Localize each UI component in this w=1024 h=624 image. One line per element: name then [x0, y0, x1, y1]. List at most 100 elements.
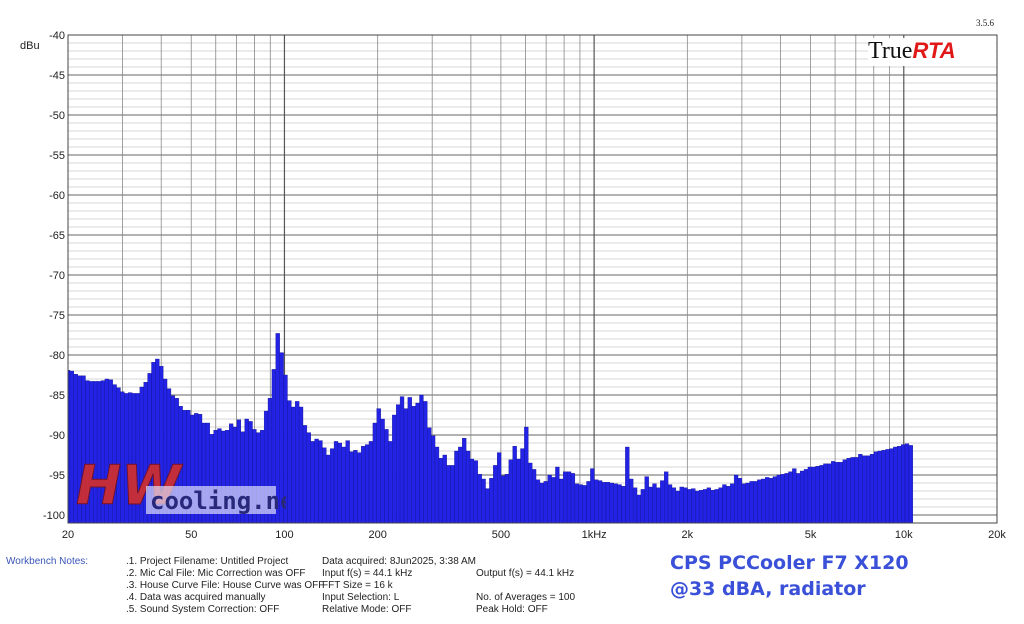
- spectrum-bar: [566, 471, 572, 524]
- spectrum-bar: [605, 482, 611, 524]
- spectrum-bar: [330, 448, 335, 524]
- spectrum-bar: [493, 465, 498, 524]
- spectrum-bar: [601, 482, 607, 524]
- spectrum-bar: [687, 489, 692, 524]
- spectrum-bar: [349, 451, 354, 524]
- spectrum-bar: [679, 486, 684, 524]
- spectrum-bar: [302, 425, 308, 524]
- spectrum-bar: [458, 446, 463, 524]
- spectrum-bar: [287, 400, 292, 524]
- spectrum-bar: [295, 401, 300, 524]
- x-tick-label: 1kHz: [582, 529, 607, 541]
- spectrum-bar: [364, 444, 370, 524]
- y-tick-label: -60: [49, 190, 65, 202]
- spectrum-bar: [881, 450, 886, 524]
- workbench-note: .5. Sound System Correction: OFF: [126, 604, 280, 615]
- x-tick-label: 200: [368, 529, 386, 541]
- spectrum-bar: [481, 478, 486, 524]
- spectrum-bar: [908, 445, 913, 524]
- spectrum-bar: [535, 479, 541, 524]
- spectrum-bar: [702, 489, 708, 524]
- spectrum-bar: [842, 459, 847, 524]
- spectrum-bar: [784, 473, 789, 524]
- y-tick-label: -75: [49, 310, 65, 322]
- spectrum-bar: [322, 447, 327, 524]
- truerta-logo: TrueRTA: [868, 38, 996, 66]
- spectrum-bar: [489, 478, 494, 524]
- spectrum-bar: [796, 473, 801, 524]
- spectrum-bar: [858, 454, 863, 524]
- x-tick-label: 5k: [805, 529, 817, 541]
- spectrum-bar: [815, 466, 820, 524]
- logo-true-text: True: [868, 38, 913, 64]
- x-tick-label: 20k: [988, 529, 1006, 541]
- spectrum-bar: [893, 446, 898, 524]
- spectrum-bar: [788, 471, 793, 524]
- spectrum-bar: [485, 488, 490, 524]
- y-axis-ticks: -40 -45 -50 -55 -60 -65 -70 -75 -80 -85 -90 -95 -100: [43, 30, 65, 522]
- spectrum-bar: [885, 449, 890, 524]
- spectrum-bar: [900, 444, 906, 524]
- spectrum-bar: [753, 481, 758, 524]
- spectrum-bar: [473, 460, 478, 524]
- spectrum-bar: [559, 478, 564, 524]
- spectrum-bar: [415, 402, 420, 524]
- spectrum-bar: [683, 487, 688, 524]
- x-tick-label: 20: [62, 529, 74, 541]
- spectrum-bar: [368, 441, 374, 524]
- spectrum-bar: [423, 401, 428, 524]
- spectrum-bar: [594, 479, 599, 524]
- spectrum-bar: [547, 474, 552, 524]
- workbench-note: .2. Mic Cal File: Mic Correction was OFF: [126, 568, 306, 579]
- spectrum-bar: [361, 446, 366, 524]
- y-tick-label: -40: [49, 30, 65, 42]
- spectrum-bar: [823, 463, 828, 524]
- workbench-note: Input Selection: L: [322, 592, 400, 603]
- spectrum-bar: [613, 483, 618, 524]
- workbench-note: Input f(s) = 44.1 kHz: [322, 568, 413, 579]
- workbench-note: Peak Hold: OFF: [476, 604, 548, 615]
- spectrum-bar: [757, 479, 762, 524]
- spectrum-bar: [524, 426, 529, 524]
- spectrum-bar: [318, 440, 323, 524]
- spectrum-bar: [792, 468, 797, 524]
- spectrum-bar: [656, 487, 661, 524]
- spectrum-bar: [396, 404, 401, 524]
- spectrum-bar: [462, 438, 467, 524]
- spectrum-bar: [866, 455, 871, 524]
- spectrum-bar: [904, 443, 910, 524]
- spectrum-bar: [761, 478, 766, 524]
- spectrum-bar: [469, 458, 475, 524]
- spectrum-bar: [403, 408, 409, 524]
- spectrum-bar: [710, 490, 715, 524]
- spectrum-bar: [372, 422, 377, 524]
- spectrum-bar: [508, 459, 513, 524]
- spectrum-bar: [333, 441, 339, 524]
- spectrum-bar: [539, 482, 544, 524]
- spectrum-bar: [497, 452, 502, 524]
- spectrum-bar: [450, 465, 455, 524]
- app-version: 3.5.6: [976, 18, 994, 28]
- spectrum-bar: [442, 454, 447, 524]
- spectrum-bar: [434, 446, 440, 524]
- workbench-notes-label: Workbench Notes:: [6, 556, 89, 567]
- spectrum-bar: [768, 478, 774, 524]
- spectrum-bar: [799, 470, 805, 524]
- spectrum-bar: [298, 406, 304, 524]
- spectrum-bar: [609, 482, 614, 524]
- y-tick-label: -50: [49, 110, 65, 122]
- x-axis-ticks: 20 50 100 200 500 1kHz 2k 5k 10k 20k: [62, 529, 1006, 541]
- spectrum-bar: [834, 462, 840, 524]
- spectrum-bar: [500, 475, 506, 524]
- spectrum-bar: [660, 480, 665, 524]
- spectrum-bar: [632, 487, 638, 524]
- spectrum-bar: [819, 465, 824, 524]
- x-tick-label: 100: [275, 529, 293, 541]
- spectrum-bar: [640, 489, 645, 524]
- spectrum-bar: [531, 469, 537, 524]
- spectrum-bar: [551, 477, 556, 524]
- spectrum-bar: [730, 483, 735, 524]
- spectrum-bar: [714, 489, 719, 524]
- hwcooling-watermark-logo: HW cooling.net: [76, 454, 286, 518]
